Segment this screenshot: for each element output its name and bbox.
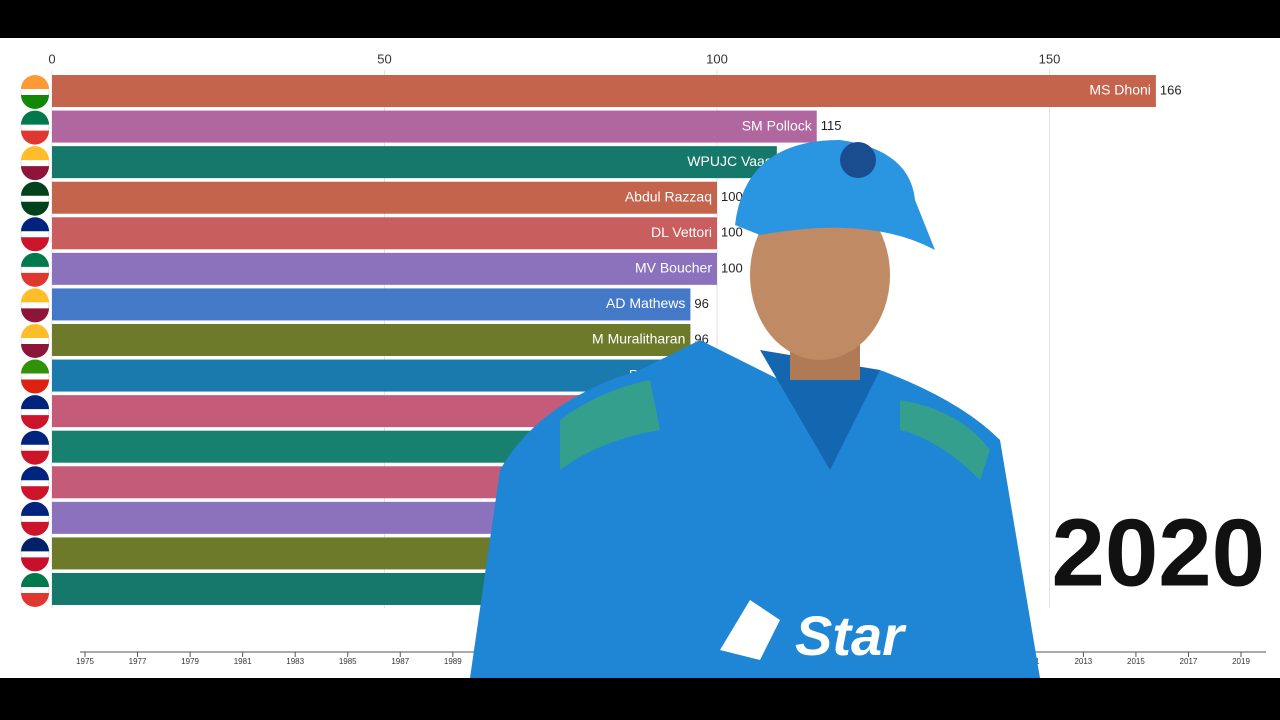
flag xyxy=(21,466,49,481)
flag xyxy=(21,359,49,374)
flag xyxy=(21,430,49,445)
flag xyxy=(21,379,49,394)
bar xyxy=(52,110,817,143)
bar-name: M Muralitharan xyxy=(592,331,685,347)
player-photo: Star xyxy=(470,140,1040,678)
flag xyxy=(21,557,49,572)
letterbox-bottom xyxy=(0,678,1280,720)
timeline-label: 2015 xyxy=(1127,657,1145,666)
bar xyxy=(52,146,777,179)
bar xyxy=(52,288,691,321)
bar xyxy=(52,181,717,214)
flag xyxy=(21,343,49,358)
bar xyxy=(52,359,691,392)
flag xyxy=(21,217,49,232)
flag xyxy=(21,181,49,196)
value-label: 100 xyxy=(721,260,743,275)
flag xyxy=(21,450,49,465)
flag xyxy=(21,395,49,410)
timeline-label: 2019 xyxy=(1232,657,1250,666)
timeline-label: 1989 xyxy=(444,657,462,666)
value-label: 115 xyxy=(821,118,842,133)
bar-name: MS Dhoni xyxy=(1089,82,1150,98)
flag xyxy=(21,130,49,145)
flag xyxy=(21,572,49,587)
flag xyxy=(21,501,49,516)
bar-name: DL Vettori xyxy=(651,224,712,240)
letterbox-top xyxy=(0,0,1280,38)
flag xyxy=(21,323,49,338)
svg-text:Star: Star xyxy=(795,604,907,667)
timeline-label: 2017 xyxy=(1180,657,1198,666)
flag xyxy=(21,201,49,216)
flag xyxy=(21,75,49,89)
flag xyxy=(21,288,49,303)
timeline-label: 1987 xyxy=(391,657,409,666)
flag xyxy=(21,252,49,267)
bar-name: SM Pollock xyxy=(742,117,813,133)
flag xyxy=(21,308,49,323)
flag xyxy=(21,166,49,181)
flag xyxy=(21,415,49,430)
bar xyxy=(52,75,1156,107)
flag xyxy=(21,95,49,109)
flag xyxy=(21,537,49,552)
flag xyxy=(21,272,49,287)
value-label: 166 xyxy=(1160,82,1182,97)
timeline-label: 1981 xyxy=(234,657,252,666)
timeline-label: 1977 xyxy=(129,657,147,666)
flag xyxy=(21,486,49,501)
timeline-label: 1975 xyxy=(76,657,94,666)
year-label: 2020 xyxy=(1051,499,1265,606)
flag xyxy=(21,521,49,536)
bar-name: Abdul Razzaq xyxy=(625,188,712,204)
value-label: 100 xyxy=(721,189,743,204)
flag xyxy=(21,592,49,607)
value-label: 96 xyxy=(694,296,708,311)
x-tick-label: 0 xyxy=(48,51,55,66)
bar xyxy=(52,323,691,356)
bar xyxy=(52,217,717,250)
bar-name: MV Boucher xyxy=(635,260,712,276)
timeline-label: 2013 xyxy=(1074,657,1092,666)
timeline-label: 1985 xyxy=(339,657,357,666)
bar-name: WPUJC Vaas xyxy=(687,153,772,169)
timeline-label: 1979 xyxy=(181,657,199,666)
timeline-label: 1983 xyxy=(286,657,304,666)
x-tick-label: 150 xyxy=(1039,51,1061,66)
x-tick-label: 50 xyxy=(377,51,391,66)
value-label: 100 xyxy=(721,225,743,240)
x-tick-label: 100 xyxy=(706,51,728,66)
bar-name: AD Mathews xyxy=(606,295,685,311)
flag xyxy=(21,146,49,161)
flag xyxy=(21,110,49,125)
bar xyxy=(52,252,717,285)
flag xyxy=(21,237,49,252)
